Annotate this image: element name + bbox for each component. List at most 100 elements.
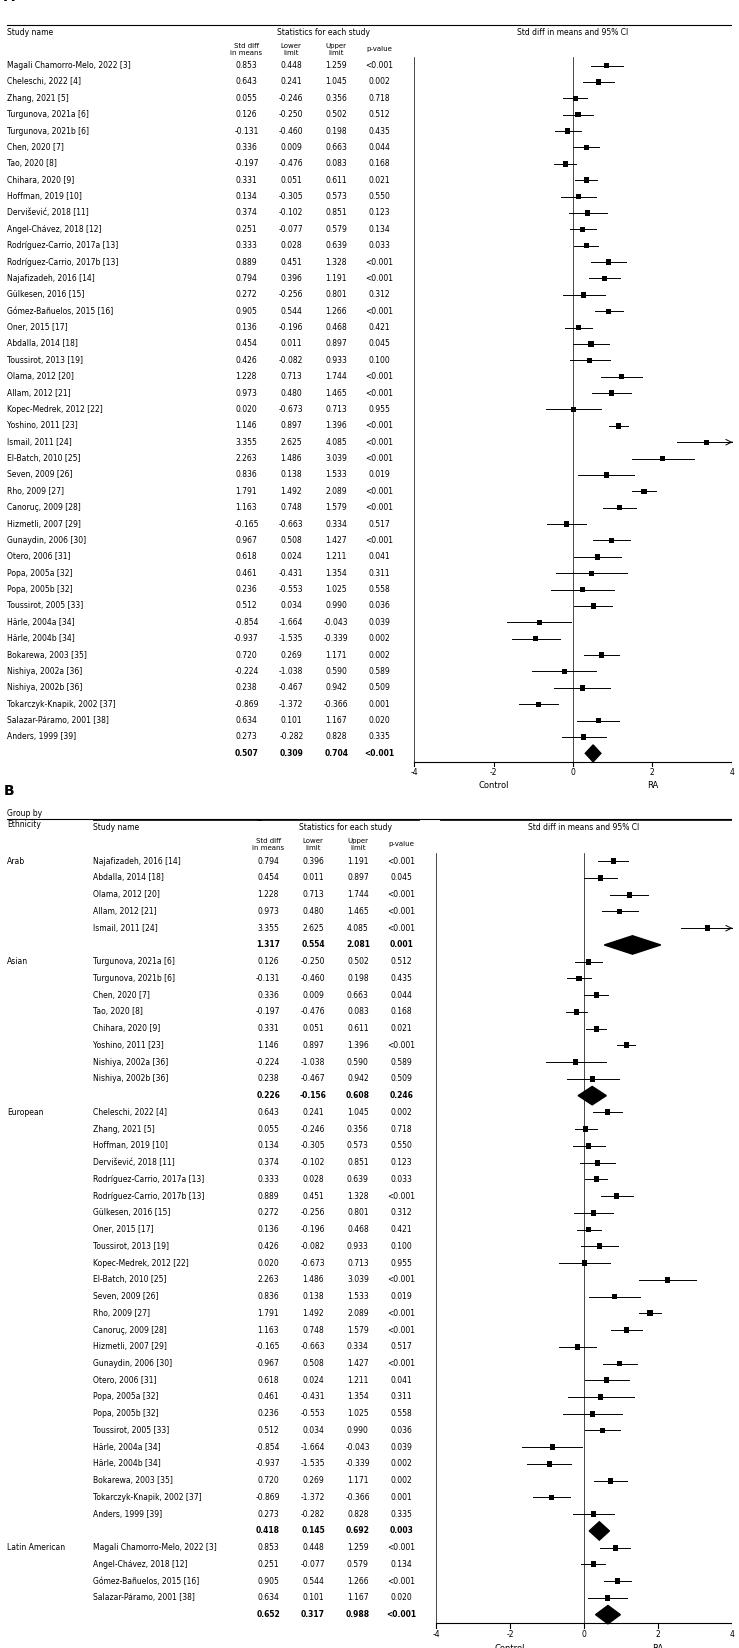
- FancyBboxPatch shape: [593, 1177, 599, 1182]
- Text: Cheleschi, 2022 [4]: Cheleschi, 2022 [4]: [93, 1107, 167, 1117]
- Text: 0.851: 0.851: [325, 208, 347, 218]
- Text: -0.869: -0.869: [256, 1493, 280, 1501]
- FancyBboxPatch shape: [536, 702, 541, 707]
- Text: -0.305: -0.305: [279, 193, 304, 201]
- Text: European: European: [7, 1107, 44, 1117]
- Text: Latin American: Latin American: [7, 1543, 66, 1552]
- Text: 0.897: 0.897: [347, 873, 369, 882]
- Text: Otero, 2006 [31]: Otero, 2006 [31]: [93, 1376, 157, 1384]
- Polygon shape: [605, 936, 661, 954]
- Text: <0.001: <0.001: [387, 1276, 415, 1284]
- Text: -0.102: -0.102: [279, 208, 304, 218]
- Text: 1.266: 1.266: [347, 1577, 369, 1585]
- FancyBboxPatch shape: [604, 473, 609, 478]
- Text: 0.044: 0.044: [369, 143, 391, 152]
- Text: 0.801: 0.801: [347, 1208, 369, 1218]
- Text: 0.334: 0.334: [325, 519, 347, 529]
- Text: 0.126: 0.126: [257, 957, 279, 966]
- Text: 0.312: 0.312: [390, 1208, 412, 1218]
- Text: 0.241: 0.241: [281, 77, 302, 86]
- Text: -1.535: -1.535: [279, 634, 304, 643]
- Text: -0.305: -0.305: [301, 1142, 325, 1150]
- Text: 0.055: 0.055: [236, 94, 257, 102]
- Text: 0.955: 0.955: [369, 405, 391, 414]
- Text: -0.937: -0.937: [256, 1460, 280, 1468]
- Text: 0.041: 0.041: [390, 1376, 412, 1384]
- Text: 0.311: 0.311: [369, 569, 390, 578]
- Text: Upper
limit: Upper limit: [326, 43, 347, 56]
- Text: 0.331: 0.331: [257, 1023, 279, 1033]
- Text: Rho, 2009 [27]: Rho, 2009 [27]: [7, 486, 64, 496]
- Text: <0.001: <0.001: [387, 1309, 415, 1318]
- Text: 0.236: 0.236: [257, 1409, 279, 1419]
- Text: 4.085: 4.085: [347, 925, 369, 933]
- Text: 0.336: 0.336: [257, 990, 279, 1000]
- Text: 0.468: 0.468: [325, 323, 347, 333]
- FancyBboxPatch shape: [627, 892, 632, 898]
- Text: Gülkesen, 2016 [15]: Gülkesen, 2016 [15]: [93, 1208, 170, 1218]
- Text: -0.467: -0.467: [301, 1074, 325, 1083]
- Text: 1.167: 1.167: [325, 717, 347, 725]
- Text: 0.002: 0.002: [369, 651, 390, 659]
- Text: 0.083: 0.083: [347, 1007, 369, 1017]
- Text: 0.238: 0.238: [236, 684, 257, 692]
- Text: 0.145: 0.145: [301, 1526, 325, 1536]
- Text: 0.663: 0.663: [347, 990, 369, 1000]
- Text: <0.001: <0.001: [366, 455, 394, 463]
- Text: 0.435: 0.435: [390, 974, 412, 982]
- Text: Upper
limit: Upper limit: [347, 837, 369, 850]
- Text: 0.905: 0.905: [236, 307, 257, 316]
- FancyBboxPatch shape: [609, 391, 614, 396]
- Text: 0.590: 0.590: [325, 667, 347, 676]
- Text: 0.713: 0.713: [280, 372, 302, 381]
- Text: Dervišević, 2018 [11]: Dervišević, 2018 [11]: [93, 1159, 174, 1167]
- Text: 0.001: 0.001: [389, 941, 413, 949]
- Text: 0.226: 0.226: [256, 1091, 280, 1101]
- Text: 0.045: 0.045: [390, 873, 412, 882]
- Text: 0.374: 0.374: [257, 1159, 279, 1167]
- Text: 1.163: 1.163: [257, 1325, 279, 1335]
- Text: -0.854: -0.854: [234, 618, 259, 626]
- Text: 0.168: 0.168: [369, 160, 390, 168]
- Text: 0.051: 0.051: [302, 1023, 324, 1033]
- FancyBboxPatch shape: [534, 636, 539, 641]
- Text: Tokarczyk-Knapik, 2002 [37]: Tokarczyk-Knapik, 2002 [37]: [93, 1493, 202, 1501]
- Text: 0.990: 0.990: [325, 602, 347, 610]
- Text: 0.421: 0.421: [390, 1224, 412, 1234]
- Text: Popa, 2005b [32]: Popa, 2005b [32]: [7, 585, 73, 593]
- Text: -0.197: -0.197: [256, 1007, 280, 1017]
- FancyBboxPatch shape: [590, 1562, 596, 1567]
- Text: Abdalla, 2014 [18]: Abdalla, 2014 [18]: [7, 339, 78, 348]
- Text: El-Batch, 2010 [25]: El-Batch, 2010 [25]: [7, 455, 81, 463]
- Text: 0.718: 0.718: [390, 1124, 412, 1134]
- Text: 1.025: 1.025: [347, 1409, 369, 1419]
- FancyBboxPatch shape: [586, 1144, 591, 1149]
- Text: <0.001: <0.001: [366, 307, 394, 316]
- Text: 0.748: 0.748: [302, 1325, 324, 1335]
- Text: 0.748: 0.748: [280, 503, 302, 513]
- Text: 0.396: 0.396: [302, 857, 324, 865]
- Text: 0.020: 0.020: [257, 1259, 279, 1267]
- Text: 0.634: 0.634: [236, 717, 257, 725]
- Text: <0.001: <0.001: [366, 422, 394, 430]
- Text: 0.544: 0.544: [302, 1577, 324, 1585]
- Text: 0.019: 0.019: [390, 1292, 412, 1300]
- Text: -0.476: -0.476: [279, 160, 304, 168]
- Text: -0.553: -0.553: [301, 1409, 325, 1419]
- Text: Popa, 2005a [32]: Popa, 2005a [32]: [7, 569, 73, 578]
- FancyBboxPatch shape: [593, 992, 599, 999]
- Text: 0.461: 0.461: [257, 1393, 279, 1401]
- Text: -1.372: -1.372: [301, 1493, 325, 1501]
- Text: Lower
limit: Lower limit: [302, 837, 324, 850]
- Text: Olama, 2012 [20]: Olama, 2012 [20]: [93, 890, 160, 900]
- FancyBboxPatch shape: [584, 178, 589, 183]
- Text: 0.039: 0.039: [390, 1442, 412, 1452]
- Text: <0.001: <0.001: [366, 438, 394, 447]
- Text: 0.589: 0.589: [369, 667, 390, 676]
- Text: -0.854: -0.854: [256, 1442, 280, 1452]
- Text: 0.618: 0.618: [236, 552, 257, 562]
- Text: 0.468: 0.468: [347, 1224, 369, 1234]
- Text: -0.431: -0.431: [301, 1393, 325, 1401]
- Text: <0.001: <0.001: [387, 1042, 415, 1050]
- Text: 0.134: 0.134: [236, 193, 257, 201]
